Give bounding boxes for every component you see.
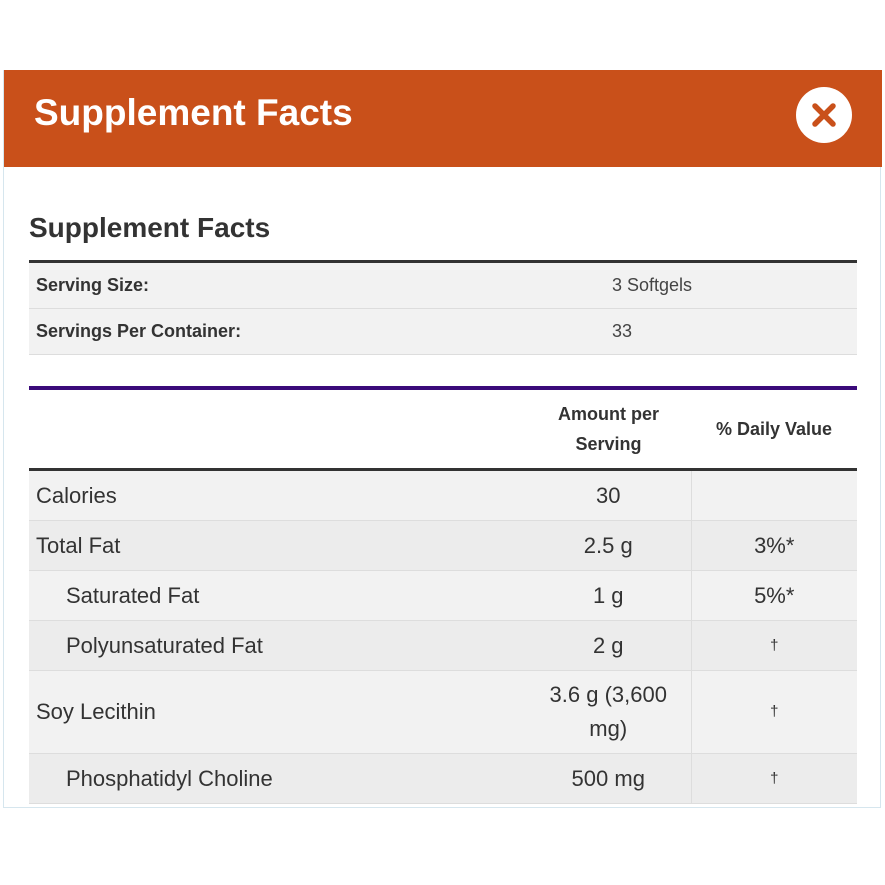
serving-value: 33 [605,308,857,355]
close-button[interactable] [796,87,852,143]
facts-heading: Supplement Facts [29,212,271,243]
modal-header: Supplement Facts [4,70,882,167]
nutrient-dv: † [690,670,857,754]
serving-row: Serving Size: 3 Softgels [29,261,857,309]
nutrient-name: Polyunsaturated Fat [29,620,526,671]
nutrient-row: Total Fat 2.5 g 3%* [29,520,857,571]
serving-table: Serving Size: 3 Softgels Servings Per Cont… [29,260,857,355]
nutrient-amount: 500 mg [526,753,691,804]
nutrient-row: Polyunsaturated Fat 2 g † [29,620,857,671]
nutrient-dv [690,469,857,521]
header-row: Amount per Serving% Daily Value [29,388,857,471]
close-icon [812,103,836,127]
serving-row: Servings Per Container: 33 [29,308,857,355]
nutrient-amount: 2 g [526,620,691,671]
nutrient-dv: 5%* [690,570,857,621]
nutrient-name: Soy Lecithin [29,670,526,754]
nutrient-amount: 30 [526,469,691,521]
serving-label: Servings Per Container: [29,308,605,355]
serving-value: 3 Softgels [605,261,857,309]
modal: Supplement Facts Supplement Facts Servin… [3,70,882,808]
header-cell: Amount per Serving [526,388,691,471]
nutrient-dv: † [690,753,857,804]
header-cell: % Daily Value [691,388,857,471]
nutrient-row: Phosphatidyl Choline 500 mg † [29,753,857,804]
nutrient-table: Amount per Serving% Daily Value Calories… [29,386,857,804]
nutrient-dv: † [690,620,857,671]
nutrient-row: Calories 30 [29,469,857,521]
nutrient-amount: 3.6 g (3,600 mg) [526,670,691,754]
header-cell [29,388,526,471]
modal-title: Supplement Facts [34,92,353,133]
nutrient-amount: 1 g [526,570,691,621]
nutrient-dv: 3%* [690,520,857,571]
nutrient-row: Saturated Fat 1 g 5%* [29,570,857,621]
serving-label: Serving Size: [29,261,605,309]
nutrient-name: Calories [29,469,526,521]
nutrient-name: Phosphatidyl Choline [29,753,526,804]
nutrient-row: Soy Lecithin 3.6 g (3,600 mg) † [29,670,857,754]
nutrient-amount: 2.5 g [526,520,691,571]
nutrient-name: Total Fat [29,520,526,571]
nutrient-name: Saturated Fat [29,570,526,621]
